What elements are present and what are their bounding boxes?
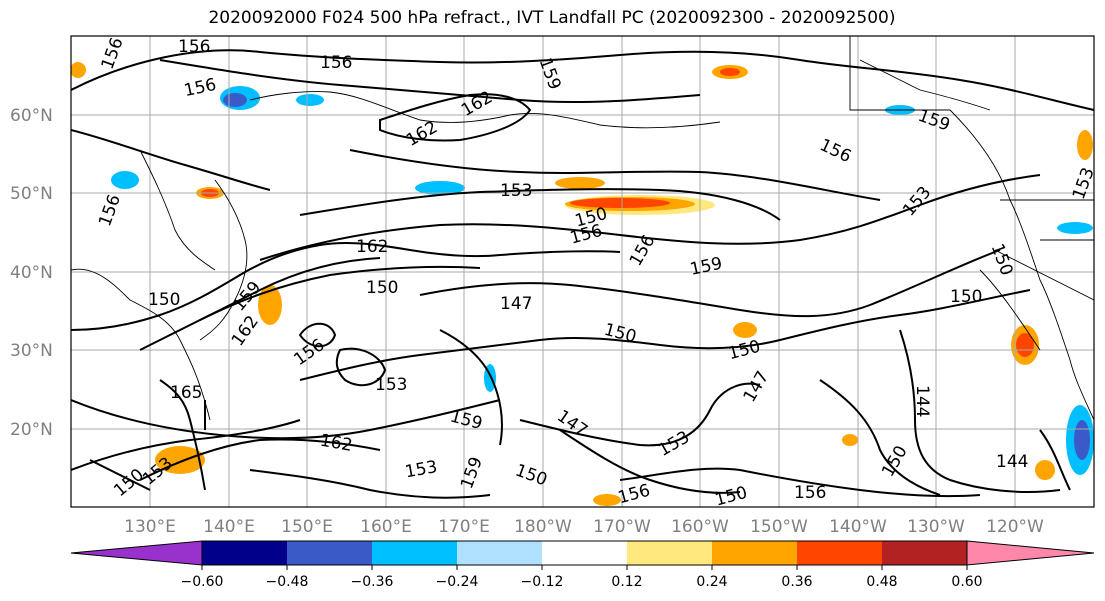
shaded-anomalies — [71, 62, 1094, 506]
colorbar-swatch — [372, 541, 457, 565]
contour-label: 165 — [170, 383, 202, 403]
contour-label: 156 — [794, 483, 826, 503]
colorbar-swatch — [457, 541, 542, 565]
lat-label: 50°N — [10, 184, 53, 204]
lon-label: 140°E — [203, 517, 255, 537]
colorbar-swatch — [627, 541, 712, 565]
lat-label: 60°N — [10, 106, 53, 126]
lat-label: 20°N — [10, 420, 53, 440]
contour-label: 150 — [148, 290, 180, 310]
plot-frame — [70, 35, 1095, 508]
lat-label: 40°N — [10, 263, 53, 283]
lon-label: 170°W — [593, 517, 651, 537]
colorbar-swatch — [797, 541, 882, 565]
map-plot-area: 156 156 156 156 159 162 162 156 159 156 … — [71, 36, 1094, 507]
refractivity-contours — [71, 49, 1094, 499]
colorbar-tick-label: −0.60 — [181, 574, 224, 590]
colorbar-swatch — [712, 541, 797, 565]
contour-label: 162 — [356, 237, 388, 257]
lon-label: 170°E — [438, 517, 490, 537]
colorbar: −0.60 −0.48 −0.36 −0.24 −0.12 0.12 0.24 … — [70, 540, 1095, 590]
lon-label: 130°E — [124, 517, 176, 537]
lon-label: 150°W — [750, 517, 808, 537]
colorbar-tick-label: −0.24 — [436, 574, 479, 590]
colorbar-tick-label: 0.36 — [781, 574, 812, 590]
colorbar-swatch — [287, 541, 372, 565]
colorbar-tick-label: 0.60 — [951, 574, 982, 590]
contour-label: 153 — [375, 375, 407, 395]
colorbar-swatch — [542, 541, 627, 565]
colorbar-upper-extension — [966, 540, 1095, 566]
gridlines — [71, 36, 1094, 507]
lon-label: 130°W — [907, 517, 965, 537]
contour-label: 144 — [996, 452, 1028, 472]
contour-label: 156 — [320, 53, 352, 73]
contour-label: 150 — [366, 278, 398, 298]
contour-label: 156 — [178, 37, 210, 57]
colorbar-swatch — [202, 541, 287, 565]
map-title: 2020092000 F024 500 hPa refract., IVT La… — [208, 8, 896, 28]
lon-label: 160°W — [671, 517, 729, 537]
colorbar-tick-label: −0.36 — [351, 574, 394, 590]
contour-label: 153 — [500, 181, 532, 201]
lon-label: 120°W — [986, 517, 1044, 537]
colorbar-tick-label: −0.12 — [521, 574, 564, 590]
coastlines — [71, 36, 1094, 421]
contour-label: 144 — [912, 385, 932, 417]
lon-label: 150°E — [281, 517, 333, 537]
colorbar-lower-extension — [70, 540, 203, 566]
lat-label: 30°N — [10, 341, 53, 361]
lon-label: 160°E — [360, 517, 412, 537]
colorbar-tick-label: −0.48 — [266, 574, 309, 590]
colorbar-tick-label: 0.48 — [866, 574, 897, 590]
contour-label: 147 — [500, 294, 532, 314]
longitude-labels: 130°E 140°E 150°E 160°E 170°E 180°W 170°… — [124, 517, 1044, 537]
contour-label: 150 — [950, 287, 982, 307]
colorbar-tick-label: 0.12 — [611, 574, 642, 590]
latitude-labels: 60°N 50°N 40°N 30°N 20°N — [10, 106, 53, 440]
lon-label: 140°W — [829, 517, 887, 537]
colorbar-tick-label: 0.24 — [696, 574, 727, 590]
colorbar-swatch — [882, 541, 967, 565]
lon-label: 180°W — [514, 517, 572, 537]
